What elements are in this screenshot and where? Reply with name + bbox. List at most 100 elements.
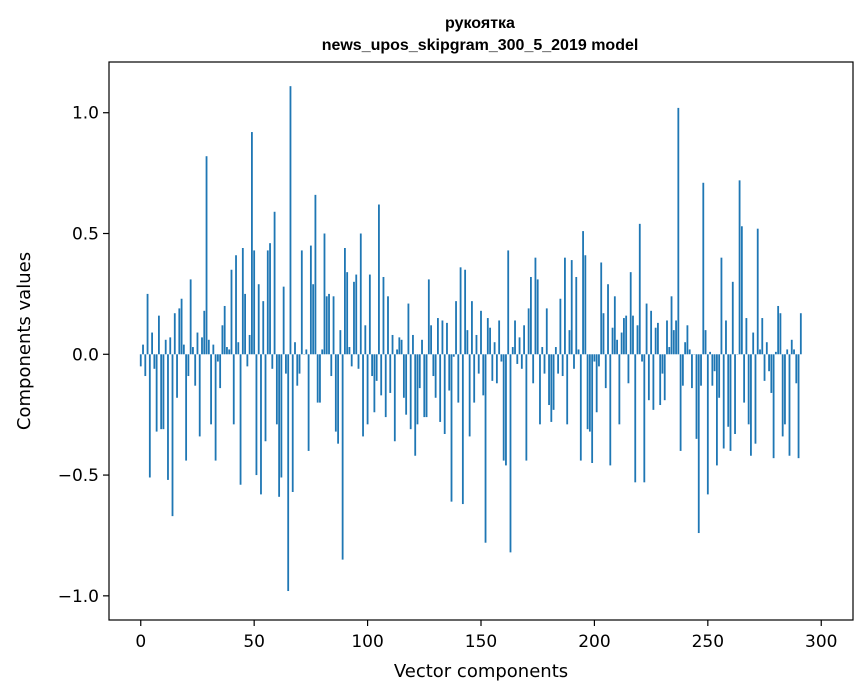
bar-161 xyxy=(505,354,507,466)
bar-78 xyxy=(316,354,319,403)
bar-267 xyxy=(745,318,748,355)
bar-167 xyxy=(518,337,521,355)
bar-199 xyxy=(591,354,594,463)
bar-25 xyxy=(196,332,199,355)
y-tick-label: −0.5 xyxy=(58,466,99,486)
bar-208 xyxy=(611,327,614,355)
bar-198 xyxy=(588,354,591,432)
bar-174 xyxy=(534,257,537,355)
bar-99 xyxy=(364,325,367,355)
bar-89 xyxy=(341,354,344,560)
bar-176 xyxy=(539,354,541,425)
bar-247 xyxy=(700,354,702,386)
bar-178 xyxy=(543,354,546,374)
bar-261 xyxy=(731,281,734,355)
bar-87 xyxy=(337,354,339,444)
bar-194 xyxy=(579,354,582,461)
bar-269 xyxy=(750,354,752,456)
bar-224 xyxy=(647,354,650,401)
bar-21 xyxy=(187,354,190,377)
bar-282 xyxy=(779,313,782,355)
bar-79 xyxy=(319,354,321,403)
bar-31 xyxy=(210,354,212,425)
bar-13 xyxy=(169,337,172,355)
bar-242 xyxy=(688,349,691,355)
bar-209 xyxy=(613,296,616,355)
bar-185 xyxy=(559,298,562,355)
bar-33 xyxy=(214,354,217,461)
bar-152 xyxy=(484,354,487,543)
bar-52 xyxy=(257,284,260,355)
bar-236 xyxy=(675,320,677,355)
bar-43 xyxy=(237,342,240,355)
bar-50 xyxy=(253,250,256,355)
bar-202 xyxy=(598,354,600,367)
bar-156 xyxy=(493,342,496,355)
bar-154 xyxy=(489,327,491,355)
bar-151 xyxy=(482,354,485,396)
bar-232 xyxy=(666,320,668,355)
bar-192 xyxy=(575,276,578,355)
bar-188 xyxy=(566,354,569,425)
bar-163 xyxy=(509,354,512,553)
bar-59 xyxy=(273,211,276,355)
bar-243 xyxy=(691,354,693,389)
bar-207 xyxy=(609,354,612,466)
bar-159 xyxy=(500,354,503,362)
bar-16 xyxy=(176,354,178,398)
bar-75 xyxy=(309,245,312,355)
bar-5 xyxy=(151,332,153,355)
bar-258 xyxy=(725,320,727,355)
bar-112 xyxy=(393,354,396,442)
bar-8 xyxy=(158,315,160,355)
bar-110 xyxy=(389,354,392,393)
bar-139 xyxy=(455,301,457,355)
bar-76 xyxy=(312,284,315,355)
bar-162 xyxy=(507,250,510,355)
bar-250 xyxy=(706,354,709,495)
bar-86 xyxy=(334,354,337,432)
y-tick-label: −1.0 xyxy=(58,587,99,607)
bar-253 xyxy=(713,354,716,372)
bar-12 xyxy=(167,354,169,480)
bar-1 xyxy=(142,344,144,355)
bar-68 xyxy=(294,342,296,355)
bar-135 xyxy=(446,322,448,355)
bar-95 xyxy=(355,274,358,355)
bar-80 xyxy=(321,349,324,355)
bar-165 xyxy=(514,320,516,355)
bar-286 xyxy=(788,354,791,456)
bar-37 xyxy=(223,305,226,355)
x-axis-label: Vector components xyxy=(394,661,568,682)
bar-290 xyxy=(797,354,800,459)
bar-187 xyxy=(564,257,566,355)
bar-74 xyxy=(307,354,310,451)
bar-189 xyxy=(568,330,571,355)
bar-113 xyxy=(396,349,398,355)
bar-193 xyxy=(577,349,580,355)
bar-235 xyxy=(672,330,675,355)
bar-284 xyxy=(784,354,786,425)
bar-175 xyxy=(536,279,539,355)
bar-150 xyxy=(480,310,482,355)
bar-215 xyxy=(627,354,630,384)
bar-121 xyxy=(414,354,417,456)
bar-169 xyxy=(523,325,525,355)
bar-288 xyxy=(793,349,795,355)
bar-196 xyxy=(584,255,587,355)
bar-108 xyxy=(384,354,387,418)
bar-67 xyxy=(291,354,294,492)
bar-17 xyxy=(178,308,181,355)
bar-218 xyxy=(634,354,637,483)
bar-3 xyxy=(146,293,149,355)
bar-61 xyxy=(278,354,281,497)
chart-title-line2: news_upos_skipgram_300_5_2019 model xyxy=(322,37,639,54)
bar-203 xyxy=(600,262,603,355)
bar-251 xyxy=(709,351,711,355)
bar-28 xyxy=(203,310,206,355)
bar-101 xyxy=(368,274,371,355)
bar-274 xyxy=(761,318,764,355)
bar-157 xyxy=(495,354,498,384)
bar-9 xyxy=(160,354,163,430)
bar-83 xyxy=(328,293,330,355)
